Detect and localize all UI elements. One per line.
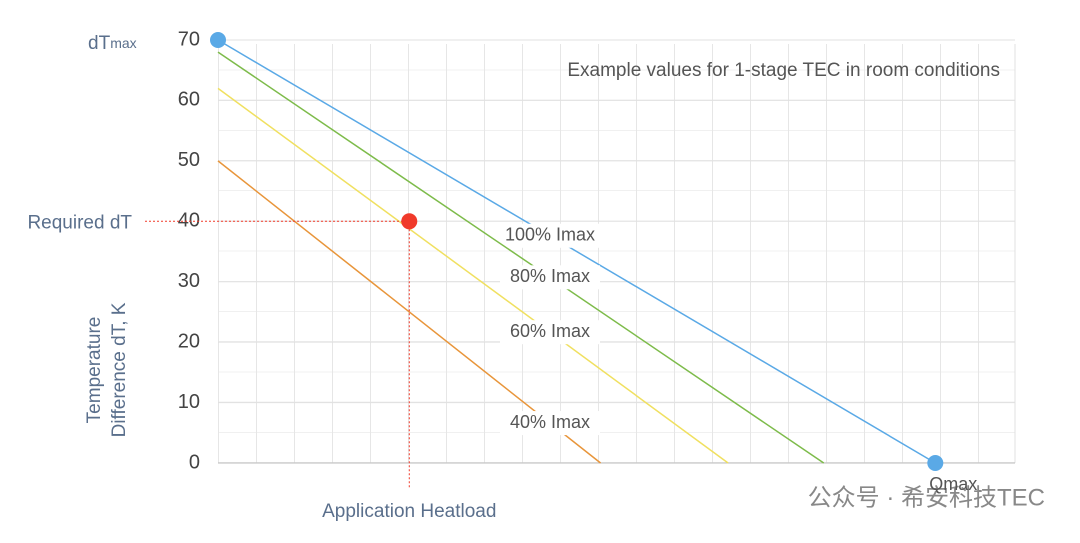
label-background <box>500 320 600 345</box>
annotation: dTmax <box>88 33 137 54</box>
y-tick-label: 50 <box>178 149 200 171</box>
y-tick-label: 10 <box>178 391 200 413</box>
y-tick-label: 20 <box>178 330 200 352</box>
y-axis-label: Temperature <box>84 317 105 424</box>
y-axis-label: Difference dT, K <box>109 302 130 437</box>
series-line <box>217 87 729 464</box>
chart-title: Example values for 1-stage TEC in room c… <box>567 60 1000 81</box>
watermark: 公众号 · 希安科技TEC <box>808 484 1045 511</box>
series-line <box>217 51 825 464</box>
label-background <box>500 265 600 290</box>
point <box>210 32 226 48</box>
plot-background <box>218 44 1015 463</box>
series-label: 80% Imax <box>510 266 590 286</box>
y-tick-label: 40 <box>178 210 200 232</box>
annotation-text: dT <box>88 33 111 54</box>
annotation: Application Heatload <box>322 501 496 522</box>
label-background <box>500 223 600 248</box>
y-tick-label: 30 <box>178 270 200 292</box>
annotation: Qmax <box>929 474 977 494</box>
point <box>927 455 944 471</box>
label-background <box>500 411 600 436</box>
series-line <box>217 39 936 464</box>
series-label: 40% Imax <box>510 412 590 432</box>
y-tick-label: 70 <box>178 28 200 50</box>
y-tick-label: 60 <box>178 89 200 111</box>
point <box>401 213 418 230</box>
annotation: Required dT <box>27 212 132 233</box>
annotation-sub: max <box>110 35 136 51</box>
series-label: 100% Imax <box>505 225 595 245</box>
series-label: 60% Imax <box>510 321 590 341</box>
y-tick-label: 0 <box>189 451 200 473</box>
